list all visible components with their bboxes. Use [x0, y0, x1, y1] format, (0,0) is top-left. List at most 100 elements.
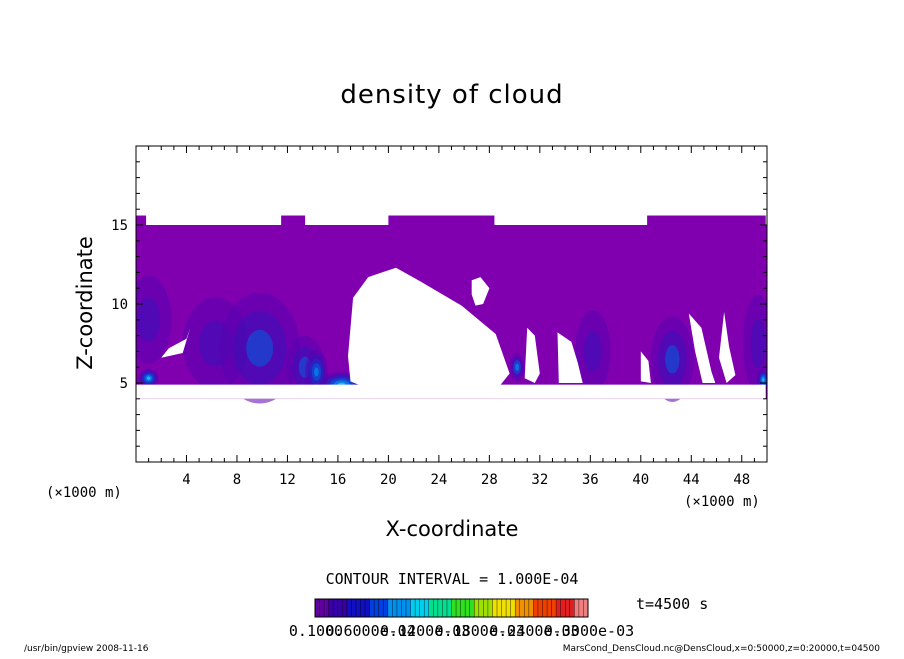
density-contour: [750, 319, 766, 368]
colorbar-segment: [342, 599, 348, 617]
colorbar-segment: [360, 599, 366, 617]
colorbar-segment: [469, 599, 475, 617]
colorbar-segment: [465, 599, 471, 617]
colorbar: [314, 599, 589, 617]
x-unit-label-left: (×1000 m): [46, 485, 122, 501]
colorbar-segment: [319, 599, 325, 617]
colorbar-segment: [460, 599, 466, 617]
colorbar-segment: [578, 599, 584, 617]
colorbar-segment: [574, 599, 580, 617]
colorbar-segment: [392, 599, 398, 617]
colorbar-tick-label: 0.1000: [289, 622, 343, 640]
colorbar-segment: [333, 599, 339, 617]
colorbar-segment: [483, 599, 489, 617]
clear-region: [348, 267, 510, 398]
clear-region: [136, 384, 766, 399]
cloud-density-blobs: [136, 275, 767, 404]
y-tick-label: 10: [111, 297, 128, 313]
colorbar-segment: [519, 599, 525, 617]
x-axis-label: X-coordinate: [386, 517, 519, 541]
plot-area: [136, 215, 767, 404]
contour-interval: CONTOUR INTERVAL = 1.000E-04: [326, 570, 579, 588]
x-tick-label: 24: [430, 472, 447, 488]
colorbar-segment: [419, 599, 425, 617]
colorbar-segment: [510, 599, 516, 617]
colorbar-frame: [314, 598, 589, 618]
colorbar-segment: [415, 599, 421, 617]
colorbar-segment: [569, 599, 575, 617]
cloud-top-band: [388, 215, 495, 225]
density-contour: [314, 367, 319, 377]
time-label: t=4500 s: [636, 595, 708, 613]
density-contour: [246, 329, 274, 367]
x-tick-label: 8: [233, 472, 241, 488]
density-contour: [584, 330, 602, 372]
cloud-top-band: [647, 215, 766, 225]
colorbar-segment: [451, 599, 457, 617]
colorbar-segment: [355, 599, 361, 617]
colorbar-segment: [542, 599, 548, 617]
colorbar-segment: [528, 599, 534, 617]
colorbar-segment: [565, 599, 571, 617]
x-tick-label: 40: [632, 472, 649, 488]
colorbar-segment: [351, 599, 357, 617]
colorbar-segment: [378, 599, 384, 617]
colorbar-segment: [515, 599, 521, 617]
colorbar-segment: [474, 599, 480, 617]
colorbar-segment: [478, 599, 484, 617]
y-tick-label: 15: [111, 218, 128, 234]
colorbar-segment: [497, 599, 503, 617]
colorbar-segment: [442, 599, 448, 617]
colorbar-segment: [501, 599, 507, 617]
colorbar-segment: [556, 599, 562, 617]
colorbar-segment: [533, 599, 539, 617]
colorbar-segment: [492, 599, 498, 617]
density-contour: [146, 376, 151, 380]
colorbar-segment: [506, 599, 512, 617]
x-tick-label: 12: [279, 472, 296, 488]
chart-title: density of cloud: [340, 80, 563, 110]
colorbar-segment: [524, 599, 530, 617]
colorbar-segment: [437, 599, 443, 617]
density-contour: [665, 345, 680, 374]
x-tick-label: 32: [531, 472, 548, 488]
colorbar-segment: [315, 599, 321, 617]
colorbar-tick-label: 0.2400e-03: [489, 622, 579, 640]
x-tick-label: 48: [733, 472, 750, 488]
colorbar-segment: [433, 599, 439, 617]
colorbar-segment: [401, 599, 407, 617]
colorbar-tick-label: 0.1200e-03: [380, 622, 470, 640]
colorbar-segment: [537, 599, 543, 617]
colorbar-segment: [456, 599, 462, 617]
clear-region: [557, 332, 583, 383]
footer-left: /usr/bin/gpview 2008-11-16: [24, 644, 149, 654]
clear-region: [524, 327, 540, 383]
colorbar-tick-label: 0.6000e-04: [325, 622, 415, 640]
x-tick-label: 20: [380, 472, 397, 488]
clear-region: [471, 277, 490, 306]
cloud-top-band: [136, 215, 147, 225]
colorbar-segment: [487, 599, 493, 617]
x-tick-label: 36: [582, 472, 599, 488]
density-contour: [515, 363, 520, 371]
x-tick-label: 4: [182, 472, 190, 488]
x-tick-label: 16: [329, 472, 346, 488]
x-unit-label-right: (×1000 m): [684, 494, 760, 510]
colorbar-segment: [383, 599, 389, 617]
colorbar-segment: [387, 599, 393, 617]
density-contour: [137, 297, 160, 342]
colorbar-segment: [374, 599, 380, 617]
colorbar-segment: [547, 599, 553, 617]
clear-region: [640, 351, 651, 383]
colorbar-segment: [369, 599, 375, 617]
density-contour: [762, 377, 765, 382]
clear-region: [719, 311, 736, 383]
y-axis-label: Z-coordinate: [73, 236, 97, 370]
colorbar-segment: [583, 599, 589, 617]
x-tick-label: 44: [683, 472, 700, 488]
colorbar-segment: [365, 599, 371, 617]
colorbar-segment: [346, 599, 352, 617]
colorbar-labels: 0.10000.6000e-040.1200e-030.1800e-030.24…: [289, 622, 634, 640]
